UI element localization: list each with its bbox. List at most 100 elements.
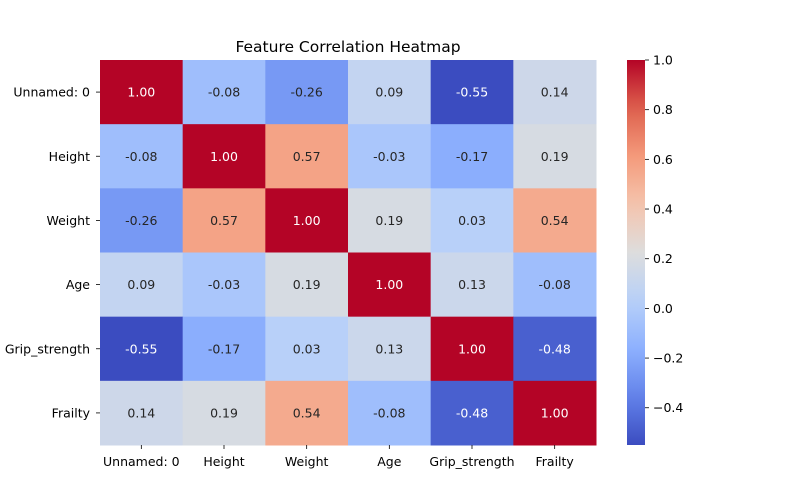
x-tick-label: Age [377,454,401,469]
heatmap-cell [348,252,432,318]
heatmap-cell [182,252,266,318]
colorbar-tick-label: 1.0 [653,53,673,68]
heatmap-cell [513,60,597,125]
colorbar-gradient [627,60,645,445]
heatmap-cell [182,188,266,253]
x-axis: Unnamed: 0 Height Weight Age Grip_strength Fr… [103,445,574,469]
cell-value-label: -0.48 [538,341,570,356]
y-axis: Unnamed: 0 Height Weight Age Grip_strength Fr… [5,85,100,420]
heatmap-cell [265,188,349,253]
heatmap-cell [348,124,432,189]
heatmap-cell [513,252,597,318]
cell-value-label: 0.13 [375,341,403,356]
cell-value-label: -0.03 [373,149,405,164]
x-tick-label: Grip_strength [429,454,514,469]
cell-value-label: 0.57 [210,213,238,228]
cell-value-label: -0.03 [208,277,240,292]
heatmap-cell [430,124,514,189]
colorbar-tick-label: 0.4 [653,202,673,217]
heatmap-cell [348,188,432,253]
heatmap-cell [265,124,349,189]
heatmap-cell [430,252,514,318]
cell-value-label: 1.00 [375,277,403,292]
colorbar-tick-label: −0.4 [653,400,683,415]
cell-value-label: 1.00 [127,85,155,100]
heatmap-cell [100,380,184,446]
cell-value-label: -0.08 [373,405,405,420]
colorbar-tick-label: 0.2 [653,251,673,266]
heatmap-cell [182,380,266,446]
heatmap-cell [430,316,514,382]
heatmap-cell [513,316,597,382]
cell-value-label: 0.19 [210,405,238,420]
colorbar-tick-label: 0.0 [653,301,673,316]
x-tick-label: Unnamed: 0 [103,454,180,469]
heatmap-cell-labels: 1.00 -0.08 -0.26 0.09 -0.55 0.14 -0.08 1.00 0.57… [125,85,571,421]
cell-value-label: 0.19 [375,213,403,228]
cell-value-label: 0.13 [458,277,486,292]
colorbar-tick-label: −0.2 [653,351,683,366]
y-tick-label: Frailty [52,405,91,420]
heatmap-cell [430,188,514,253]
cell-value-label: 0.09 [375,85,403,100]
colorbar-tick-label: 0.8 [653,102,673,117]
heatmap-cell [348,316,432,382]
y-tick-label: Weight [46,213,90,228]
heatmap-cell [348,380,432,446]
colorbar-tick-label: 0.6 [653,152,673,167]
cell-value-label: 1.00 [293,213,321,228]
heatmap-cell [430,60,514,125]
cell-value-label: -0.17 [208,341,240,356]
heatmap-cell [513,380,597,446]
cell-value-label: 0.57 [293,149,321,164]
cell-value-label: -0.55 [125,341,157,356]
cell-value-label: 0.54 [293,405,321,420]
heatmap-cell [348,60,432,125]
cell-value-label: 0.03 [458,213,486,228]
cell-value-label: -0.17 [456,149,488,164]
x-tick-label: Weight [285,454,329,469]
cell-value-label: 0.19 [293,277,321,292]
cell-value-label: 1.00 [210,149,238,164]
cell-value-label: -0.48 [456,405,488,420]
cell-value-label: -0.08 [125,149,157,164]
cell-value-label: 0.14 [541,85,569,100]
heatmap-cells [100,60,597,446]
cell-value-label: 0.03 [293,341,321,356]
cell-value-label: 1.00 [458,341,486,356]
colorbar: −0.4 −0.2 0.0 0.2 0.4 0.6 0.8 1.0 [627,53,683,445]
y-tick-label: Age [66,277,90,292]
cell-value-label: -0.26 [125,213,157,228]
cell-value-label: -0.26 [290,85,322,100]
y-tick-label: Unnamed: 0 [13,85,90,100]
cell-value-label: -0.55 [456,85,488,100]
heatmap-cell [182,124,266,189]
heatmap-cell [513,188,597,253]
heatmap-cell [430,380,514,446]
cell-value-label: -0.08 [208,85,240,100]
heatmap-cell [265,252,349,318]
y-tick-label: Height [49,149,90,164]
heatmap-cell [100,60,184,125]
heatmap-cell [100,316,184,382]
x-tick-label: Frailty [536,454,575,469]
heatmap-cell [182,316,266,382]
heatmap-cell [265,60,349,125]
cell-value-label: 0.19 [541,149,569,164]
heatmap-cell [513,124,597,189]
cell-value-label: 1.00 [541,405,569,420]
x-tick-label: Height [203,454,244,469]
heatmap-cell [100,188,184,253]
heatmap-cell [182,60,266,125]
heatmap-cell [100,252,184,318]
chart-title: Feature Correlation Heatmap [235,38,460,56]
y-tick-label: Grip_strength [5,341,90,356]
heatmap-cell [100,124,184,189]
heatmap-cell [265,316,349,382]
cell-value-label: 0.54 [541,213,569,228]
cell-value-label: -0.08 [538,277,570,292]
cell-value-label: 0.14 [127,405,155,420]
cell-value-label: 0.09 [127,277,155,292]
